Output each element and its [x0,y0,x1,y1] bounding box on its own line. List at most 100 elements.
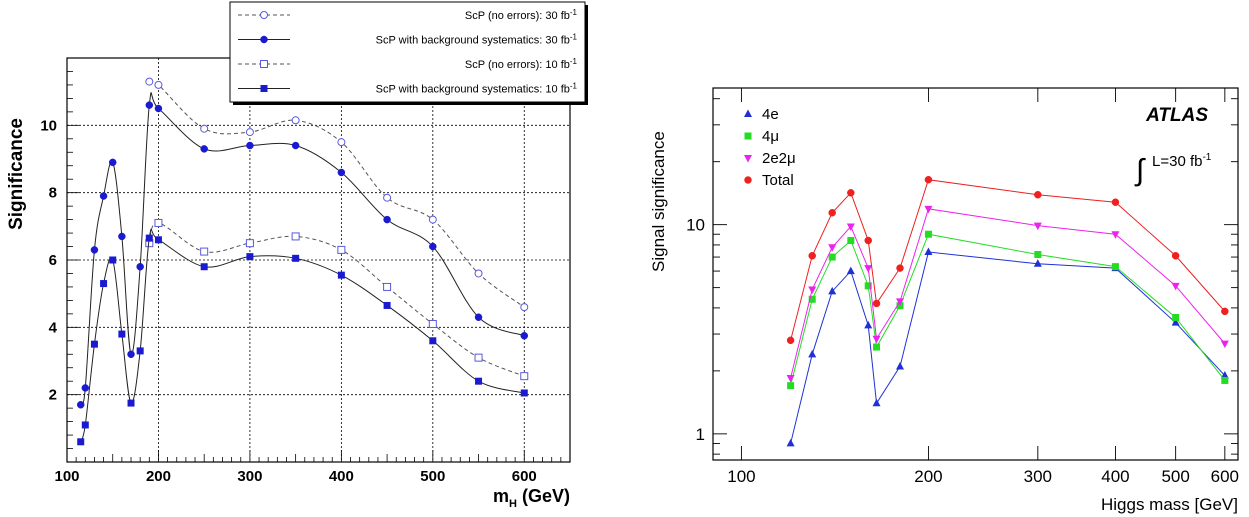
data-point [428,319,437,328]
data-point [246,253,254,261]
data-point [846,223,855,231]
x-tick-label: 300 [1024,467,1052,486]
data-point [872,299,881,308]
data-point [1220,371,1229,379]
data-point [90,246,99,254]
data-point [81,421,89,429]
data-point [90,340,98,348]
data-point [924,205,933,214]
data-point [154,80,163,89]
data-point [246,141,254,150]
data-point [1171,318,1180,326]
atlas-label: ATLAS [1145,105,1208,126]
y-tick-label: 6 [49,252,57,269]
data-point [786,336,795,345]
data-point [924,247,933,256]
plot-frame [66,57,571,463]
data-point [847,236,855,244]
data-point [786,374,795,383]
data-point [127,399,135,407]
x-tick-label: 500 [1161,467,1189,486]
data-point [808,349,817,358]
x-tick-label: 100 [727,467,755,486]
data-point [145,77,154,86]
data-point [200,263,208,271]
data-point [337,168,346,177]
data-point [136,262,144,271]
data-point [864,265,873,273]
x-tick-label: 400 [329,468,354,485]
data-point [520,372,529,381]
series-0 [145,77,529,312]
legend-label: Total [762,172,794,189]
data-point [81,384,90,392]
data-point [1221,307,1229,316]
data-point [1172,313,1180,321]
y-tick-label: 1 [696,425,705,444]
data-point [136,347,144,355]
data-point [828,209,836,217]
data-point [474,353,483,362]
y-tick-label: 4 [49,319,58,336]
legend-marker [744,176,752,184]
data-point [118,330,126,338]
data-point [1034,251,1042,259]
data-point [896,264,904,272]
data-point [383,215,391,224]
data-point [828,244,837,252]
data-point [896,298,905,306]
y-axis-label: Signal significance [649,131,668,272]
y-tick-label: 2 [49,387,57,404]
data-point [1111,263,1119,271]
legend-box [229,1,586,103]
legend-label: ScP with background systematics: 30 fb-1 [376,33,578,47]
data-point [200,145,208,153]
data-point [1111,198,1120,206]
data-point [1033,222,1042,231]
x-tick-label: 600 [1211,467,1239,486]
x-axis-label: Higgs mass [GeV] [1101,495,1238,514]
data-point [808,252,816,260]
data-point [383,193,392,202]
x-tick-label: 500 [420,468,445,485]
data-point [808,295,816,303]
series-line [148,222,525,377]
x-tick-label: 600 [512,468,537,485]
series-line [790,251,1226,444]
data-point [77,438,85,446]
legend-marker [744,132,752,140]
legend-label: ScP (no errors): 30 fb-1 [465,8,578,22]
legend-label: 4μ [762,128,779,145]
data-point [154,218,163,227]
x-tick-label: 400 [1101,467,1129,486]
legend: 4e 4μ 2e2μ Total [744,106,796,189]
data-point [864,236,872,245]
data-point [520,332,529,340]
data-point [337,245,346,254]
data-point [864,320,873,329]
data-point [337,138,346,147]
legend-label: ScP (no errors): 10 fb-1 [465,57,578,71]
data-point [864,282,872,290]
data-point [245,128,254,137]
data-point [100,280,108,288]
y-tick-label: 8 [49,185,57,202]
data-point [1171,282,1180,291]
data-point [1034,190,1042,199]
series-line [790,233,1226,386]
data-point [828,286,837,295]
legend-label: ScP with background systematics: 10 fb-1 [376,82,578,96]
data-point [1111,231,1120,239]
legend-marker [260,85,268,92]
series-1 [76,92,529,409]
data-point [808,286,817,294]
right-chart: 100 200 300 400 500 600 1 10 Higgs mass [GeV] Sig… [649,87,1239,514]
x-axis-label: mH (GeV) [493,486,570,510]
data-point [924,230,932,238]
series-line [790,179,1226,341]
left-chart: 100 200 300 400 500 600 2 4 6 8 10 mH (GeV) Signific… [6,1,588,510]
legend: ScP (no errors): 30 fb-1 ScP with backgro… [229,1,588,105]
data-point [872,335,881,344]
data-point [896,361,905,370]
data-point [475,377,483,385]
